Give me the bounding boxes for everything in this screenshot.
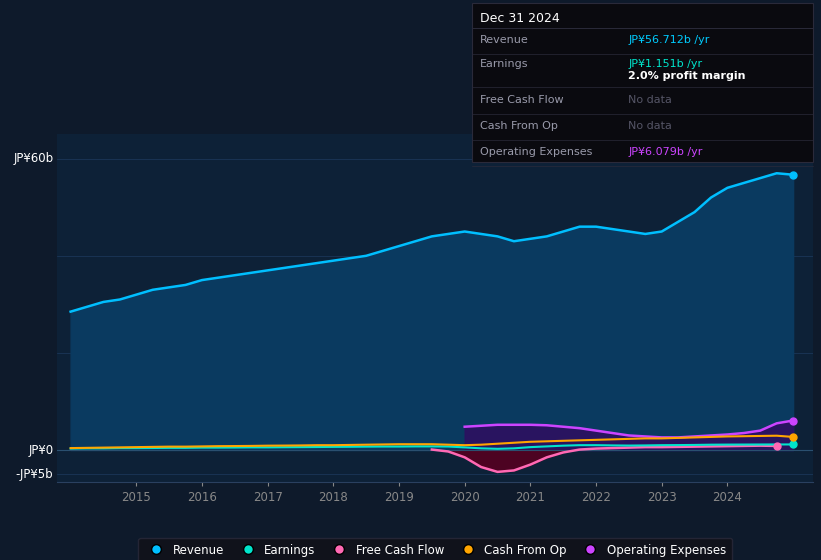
Text: JP¥0: JP¥0 (28, 444, 53, 456)
Text: JP¥56.712b /yr: JP¥56.712b /yr (628, 35, 709, 45)
Text: Cash From Op: Cash From Op (480, 121, 558, 131)
Text: -JP¥5b: -JP¥5b (16, 468, 53, 481)
Text: No data: No data (628, 121, 672, 131)
Text: JP¥60b: JP¥60b (13, 152, 53, 165)
Text: JP¥1.151b /yr: JP¥1.151b /yr (628, 59, 702, 69)
Text: Free Cash Flow: Free Cash Flow (480, 95, 564, 105)
Text: No data: No data (628, 95, 672, 105)
Text: JP¥6.079b /yr: JP¥6.079b /yr (628, 147, 703, 157)
Legend: Revenue, Earnings, Free Cash Flow, Cash From Op, Operating Expenses: Revenue, Earnings, Free Cash Flow, Cash … (139, 538, 732, 560)
Text: 2.0% profit margin: 2.0% profit margin (628, 71, 745, 81)
Text: Earnings: Earnings (480, 59, 529, 69)
Text: Operating Expenses: Operating Expenses (480, 147, 593, 157)
Text: Dec 31 2024: Dec 31 2024 (480, 12, 560, 25)
Text: Revenue: Revenue (480, 35, 529, 45)
